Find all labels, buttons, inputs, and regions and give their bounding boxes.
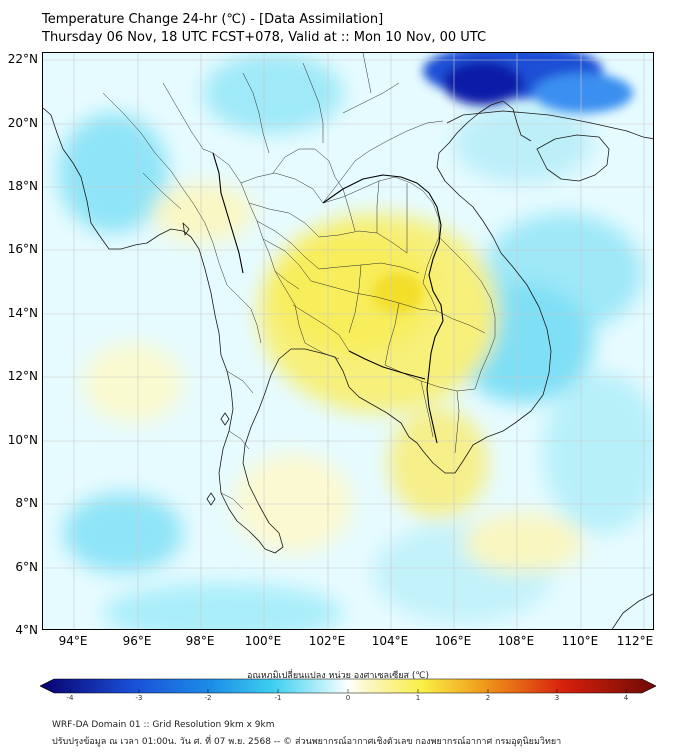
colorbar-gradient	[40, 678, 656, 694]
temperature-change-map	[42, 52, 654, 630]
lon-label: 106°E	[434, 634, 472, 648]
colorbar-tick-label: 0	[345, 694, 351, 702]
colorbar-tick-label: 2	[485, 694, 491, 702]
strong-cooling-patch	[373, 53, 633, 313]
lat-label: 22°N	[7, 52, 38, 66]
colorbar-tick-label: -2	[204, 694, 212, 702]
lat-label: 16°N	[7, 242, 38, 256]
lat-label: 20°N	[7, 116, 38, 130]
footer-model-info: WRF-DA Domain 01 :: Grid Resolution 9km …	[52, 720, 275, 730]
lon-label: 110°E	[561, 634, 599, 648]
colorbar-ticks	[69, 689, 627, 693]
colorbar	[40, 678, 656, 694]
map-title: Temperature Change 24-hr (℃) - [Data Ass…	[42, 12, 384, 27]
lat-label: 4°N	[15, 623, 38, 637]
colorbar-tick-label: -1	[274, 694, 282, 702]
graticule	[43, 53, 653, 629]
lon-label: 108°E	[497, 634, 535, 648]
footer-credit: ปรับปรุงข้อมูล ณ เวลา 01:00น. วัน ศ. ที่…	[52, 737, 562, 747]
colorbar-tick-label: 1	[415, 694, 421, 702]
colorbar-tick-label: -3	[135, 694, 143, 702]
lat-label: 6°N	[15, 560, 38, 574]
lon-label: 94°E	[58, 634, 88, 648]
colorbar-tick-label: -4	[66, 694, 74, 702]
lon-label: 102°E	[308, 634, 346, 648]
colorbar-title: อุณหภูมิเปลี่ยนแปลง หน่วย องศาเซลเซียส (…	[246, 671, 430, 681]
map-canvas	[43, 53, 653, 629]
lon-label: 96°E	[122, 634, 152, 648]
lon-label: 98°E	[185, 634, 215, 648]
lat-label: 10°N	[7, 433, 38, 447]
map-subtitle: Thursday 06 Nov, 18 UTC FCST+078, Valid …	[42, 30, 487, 45]
colorbar-tick-label: 3	[554, 694, 560, 702]
coastlines	[43, 100, 653, 629]
lat-label: 18°N	[7, 179, 38, 193]
lat-label: 14°N	[7, 306, 38, 320]
lon-label: 104°E	[371, 634, 409, 648]
temperature-field	[58, 53, 653, 629]
lon-label: 100°E	[244, 634, 282, 648]
lat-label: 8°N	[15, 496, 38, 510]
country-borders	[212, 152, 444, 444]
colorbar-tick-label: 4	[623, 694, 629, 702]
admin-borders	[102, 53, 496, 510]
lon-label: 112°E	[616, 634, 654, 648]
lat-label: 12°N	[7, 369, 38, 383]
